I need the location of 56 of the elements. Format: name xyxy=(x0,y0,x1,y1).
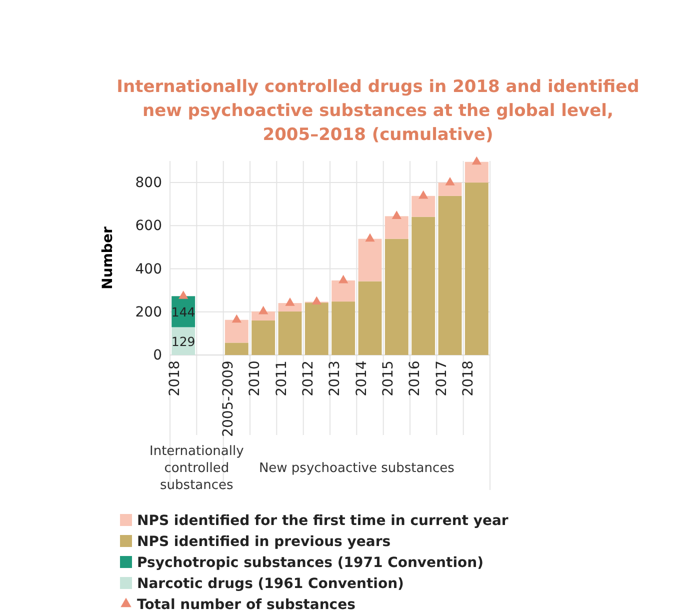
bar xyxy=(278,311,302,355)
bar xyxy=(438,182,462,196)
point xyxy=(258,306,268,314)
y-tick-label: 800 xyxy=(135,175,162,192)
legend-label: Total number of substances xyxy=(137,597,356,613)
legend-label: Psychotropic substances (1971 Convention) xyxy=(137,555,484,571)
bar xyxy=(332,280,356,302)
bar xyxy=(384,238,408,355)
chart-title: Internationally controlled drugs in 2018 and identified new psychoactive substances at the global level, 2005–2018 (cumulative) xyxy=(116,77,640,145)
point xyxy=(472,156,482,165)
x-tick-label: 2017 xyxy=(434,360,450,396)
y-tick-label: 200 xyxy=(135,304,162,320)
x-tick-label: 2011 xyxy=(274,360,290,396)
legend-label: NPS identified for the first time in current year xyxy=(137,513,508,529)
x-tick-label: 2018 xyxy=(167,360,184,396)
point xyxy=(365,233,375,242)
bar xyxy=(384,216,408,239)
point xyxy=(418,190,428,199)
x-tick-label: 2016 xyxy=(407,360,424,396)
bar xyxy=(464,162,488,183)
bar xyxy=(464,182,488,355)
bar xyxy=(304,302,328,355)
point xyxy=(178,290,188,299)
x-tick-label: 2015 xyxy=(380,360,396,396)
y-tick-label: 0 xyxy=(153,347,162,364)
point xyxy=(445,177,455,186)
bar xyxy=(252,311,276,321)
text: Internationally controlled substances xyxy=(150,444,244,493)
data-label: 144 xyxy=(171,304,196,320)
bar xyxy=(358,238,382,282)
point xyxy=(312,296,322,305)
data-label: 129 xyxy=(171,334,196,350)
point xyxy=(338,274,348,284)
bar xyxy=(358,281,382,355)
bar xyxy=(332,302,356,355)
x-tick-label: 2014 xyxy=(354,360,370,396)
bar xyxy=(224,342,248,355)
bar xyxy=(252,320,276,355)
y-tick-label: 400 xyxy=(135,261,162,278)
bar xyxy=(224,320,248,343)
x-tick-label: 2013 xyxy=(327,360,344,396)
point xyxy=(285,298,295,306)
point xyxy=(392,210,402,219)
y-tick-label: 600 xyxy=(135,218,162,234)
legend-label: Narcotic drugs (1961 Convention) xyxy=(137,576,404,592)
bar xyxy=(412,216,436,355)
bar xyxy=(438,196,462,355)
x-tick-label: 2018 xyxy=(460,360,476,396)
y-axis-title: Number xyxy=(100,226,116,290)
x-tick-label: 2010 xyxy=(247,360,264,396)
bar xyxy=(412,196,436,217)
point xyxy=(232,314,242,323)
x-tick-label: 2012 xyxy=(300,360,316,396)
x-tick-label: 2005-2009 xyxy=(220,360,236,437)
text: New psychoactive substances xyxy=(258,461,455,476)
legend-label: NPS identified in previous years xyxy=(137,534,391,550)
